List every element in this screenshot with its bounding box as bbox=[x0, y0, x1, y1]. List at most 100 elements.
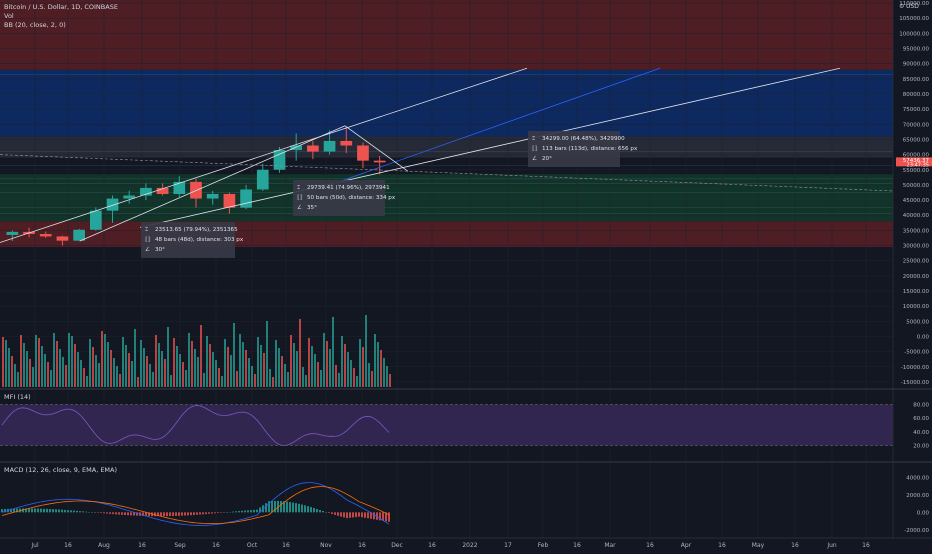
macd-label[interactable]: MACD (12, 26, close, 9, EMA, EMA) bbox=[4, 466, 118, 474]
macd-histogram-bar bbox=[355, 512, 357, 518]
measure-tooltip-1: ⌶ 23513.65 (79.94%), 2351365 ⟦⟧ 48 bars (4… bbox=[141, 222, 243, 258]
volume-bar bbox=[368, 363, 370, 387]
macd-tick: 4000.00 bbox=[906, 475, 929, 481]
candle-body bbox=[6, 231, 19, 235]
volume-label[interactable]: Vol bbox=[4, 12, 14, 20]
volume-bar bbox=[26, 351, 28, 387]
volume-bar bbox=[383, 358, 385, 387]
time-tick: Dec bbox=[391, 542, 403, 549]
trend-line-2 bbox=[139, 67, 841, 228]
volume-bar bbox=[59, 349, 61, 387]
volume-bar bbox=[377, 342, 379, 387]
zone-1 bbox=[0, 69, 893, 137]
bars-range-icon: ⟦⟧ bbox=[297, 195, 303, 201]
price-tick: 55000.00 bbox=[903, 168, 930, 174]
volume-bar bbox=[296, 351, 298, 387]
time-tick: 16 bbox=[718, 542, 726, 549]
time-tick: Jun bbox=[826, 542, 837, 549]
mfi-tick: 40.00 bbox=[913, 430, 929, 436]
mfi-tick: 80.00 bbox=[913, 403, 929, 409]
macd-histogram-bar bbox=[70, 510, 72, 513]
price-tick: 15000.00 bbox=[903, 289, 930, 295]
volume-bar bbox=[281, 356, 283, 387]
macd-histogram-bar bbox=[49, 509, 51, 513]
angle-icon: ∠ bbox=[145, 247, 151, 253]
macd-histogram-bar bbox=[346, 512, 348, 519]
volume-bar bbox=[173, 338, 175, 387]
volume-bar bbox=[254, 374, 256, 387]
time-tick: Feb bbox=[538, 542, 549, 549]
macd-histogram-bar bbox=[166, 512, 168, 517]
volume-bar bbox=[332, 317, 334, 387]
macd-histogram-bar bbox=[367, 512, 369, 519]
volume-bar bbox=[335, 365, 337, 387]
macd-histogram-bar bbox=[61, 509, 63, 513]
macd-histogram-bar bbox=[280, 501, 282, 513]
price-range-icon: ⌶ bbox=[532, 136, 536, 142]
time-tick: 17 bbox=[504, 542, 512, 549]
macd-histogram-bar bbox=[199, 512, 201, 515]
price-tick: 35000.00 bbox=[903, 228, 930, 234]
mfi-line bbox=[1, 405, 390, 446]
volume-bar bbox=[65, 365, 67, 387]
macd-histogram-bar bbox=[316, 509, 318, 513]
macd-histogram-bar bbox=[34, 508, 36, 513]
price-tick: 80000.00 bbox=[903, 92, 930, 98]
candle-body bbox=[307, 145, 319, 152]
volume-bar bbox=[299, 319, 301, 387]
macd-histogram-bar bbox=[1, 509, 3, 513]
tooltip-angle: 35° bbox=[307, 205, 317, 211]
volume-bar bbox=[326, 341, 328, 387]
volume-bar bbox=[11, 356, 13, 387]
volume-bar bbox=[236, 371, 238, 387]
candle-body bbox=[156, 187, 169, 194]
volume-bar bbox=[35, 335, 37, 387]
macd-histogram-bar bbox=[256, 509, 258, 513]
volume-bar bbox=[95, 355, 97, 387]
macd-histogram-bar bbox=[370, 512, 372, 519]
volume-bar bbox=[107, 342, 109, 387]
macd-histogram-bar bbox=[82, 511, 84, 513]
volume-bar bbox=[209, 344, 211, 387]
macd-histogram-bar bbox=[37, 508, 39, 513]
volume-bar bbox=[140, 340, 142, 387]
volume-bar bbox=[224, 339, 226, 387]
currency-label[interactable]: USD bbox=[906, 3, 919, 10]
price-tick: 25000.00 bbox=[903, 259, 930, 265]
candle-body bbox=[73, 229, 85, 241]
mfi-label[interactable]: MFI (14) bbox=[4, 393, 31, 401]
volume-bar bbox=[77, 352, 79, 387]
angle-icon: ∠ bbox=[532, 156, 538, 162]
volume-bar bbox=[227, 347, 229, 387]
price-scale-settings-icon[interactable]: ⚙ bbox=[899, 3, 905, 10]
volume-bar bbox=[86, 376, 88, 387]
macd-histogram-bar bbox=[103, 512, 105, 514]
volume-bar bbox=[302, 367, 304, 387]
price-range-icon: ⌶ bbox=[297, 185, 301, 191]
volume-bar bbox=[53, 333, 55, 387]
macd-histogram-bar bbox=[238, 511, 240, 513]
macd-histogram-bar bbox=[184, 512, 186, 516]
macd-histogram-bar bbox=[289, 502, 291, 513]
volume-bar bbox=[203, 373, 205, 387]
macd-histogram-bar bbox=[277, 500, 279, 513]
macd-histogram-bar bbox=[301, 504, 303, 513]
tooltip-price: 29739.41 (74.96%), 2973941 bbox=[307, 185, 390, 191]
macd-histogram-bar bbox=[163, 512, 165, 517]
price-tick: 85000.00 bbox=[903, 77, 930, 83]
trend-line-1 bbox=[79, 125, 346, 242]
macd-histogram-bar bbox=[388, 512, 390, 522]
bollinger-label[interactable]: BB (20, close, 2, 0) bbox=[4, 21, 66, 29]
macd-histogram-bar bbox=[319, 510, 321, 513]
price-tick: 20000.00 bbox=[903, 274, 930, 280]
macd-histogram-bar bbox=[235, 511, 237, 513]
volume-bar bbox=[341, 336, 343, 387]
macd-histogram-bar bbox=[379, 512, 381, 521]
volume-bar bbox=[149, 364, 151, 387]
macd-histogram-bar bbox=[214, 512, 216, 514]
macd-histogram-bar bbox=[364, 512, 366, 518]
zone-0 bbox=[0, 0, 893, 70]
symbol-title[interactable]: Bitcoin / U.S. Dollar, 1D, COINBASE bbox=[4, 3, 118, 11]
